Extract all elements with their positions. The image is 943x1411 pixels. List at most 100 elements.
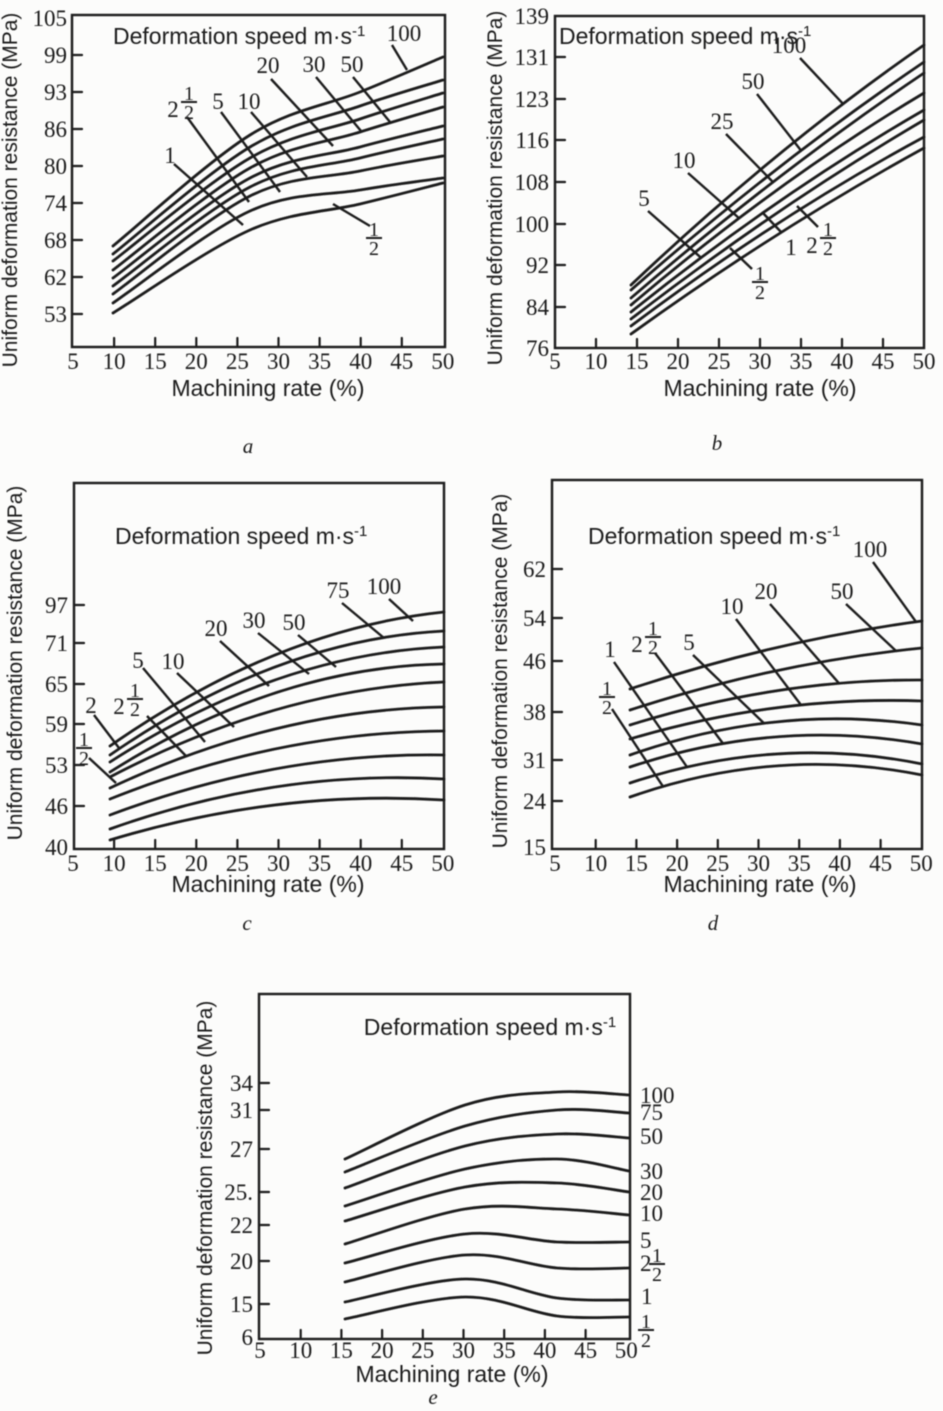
svg-text:2: 2 [167,97,179,122]
svg-text:139: 139 [515,4,550,29]
svg-text:1: 1 [164,143,176,168]
svg-text:35: 35 [308,349,331,374]
svg-text:100: 100 [772,33,807,58]
svg-text:46: 46 [45,794,68,819]
svg-text:10: 10 [584,851,607,876]
svg-text:2: 2 [602,697,612,719]
svg-text:40: 40 [533,1338,556,1363]
svg-text:92: 92 [526,253,549,278]
svg-text:c: c [242,911,252,935]
svg-text:50: 50 [742,69,765,94]
svg-text:50: 50 [831,579,854,604]
svg-text:15: 15 [625,851,648,876]
svg-text:Uniform deformation resistance: Uniform deformation resistance (MPa) [0,13,22,368]
svg-text:71: 71 [45,631,68,656]
svg-text:15: 15 [230,1292,253,1317]
svg-text:53: 53 [45,753,68,778]
svg-text:d: d [708,911,719,935]
svg-text:40: 40 [349,349,372,374]
svg-text:97: 97 [45,593,68,618]
svg-text:40: 40 [831,349,854,374]
svg-text:a: a [243,434,254,458]
svg-text:50: 50 [431,349,454,374]
svg-text:20: 20 [185,349,208,374]
svg-text:45: 45 [390,349,413,374]
svg-text:80: 80 [44,154,67,179]
svg-text:Machining rate (%): Machining rate (%) [355,1361,548,1387]
svg-text:25: 25 [706,851,729,876]
svg-text:62: 62 [44,265,67,290]
svg-text:5: 5 [132,648,144,673]
svg-text:5: 5 [67,851,79,876]
svg-text:30: 30 [747,851,770,876]
svg-text:93: 93 [44,80,67,105]
svg-text:15: 15 [144,851,167,876]
svg-text:50: 50 [640,1124,663,1149]
svg-text:b: b [712,431,723,455]
svg-text:116: 116 [515,128,549,153]
svg-text:25: 25 [226,851,249,876]
svg-text:53: 53 [44,302,67,327]
svg-text:100: 100 [367,574,402,599]
svg-text:20: 20 [371,1338,394,1363]
svg-text:105: 105 [33,6,68,31]
svg-text:Machining rate (%): Machining rate (%) [663,375,856,401]
svg-text:1: 1 [641,1311,651,1333]
svg-text:30: 30 [303,52,326,77]
svg-text:5: 5 [212,89,224,114]
svg-text:30: 30 [452,1338,475,1363]
svg-text:35: 35 [308,851,331,876]
svg-text:10: 10 [289,1338,312,1363]
svg-text:45: 45 [574,1338,597,1363]
svg-text:10: 10 [640,1201,663,1226]
svg-text:20: 20 [185,851,208,876]
svg-text:Deformation speed m·s-1: Deformation speed m·s-1 [588,523,840,549]
svg-text:30: 30 [267,851,290,876]
svg-text:86: 86 [44,117,67,142]
svg-text:2: 2 [113,694,125,719]
svg-text:2: 2 [640,1251,652,1276]
svg-text:35: 35 [493,1338,516,1363]
svg-text:84: 84 [526,295,550,320]
svg-text:1: 1 [604,637,616,662]
svg-text:31: 31 [230,1098,253,1123]
svg-text:Uniform deformation resistance: Uniform deformation resistance (MPa) [489,494,512,849]
svg-text:75: 75 [640,1100,663,1125]
svg-text:10: 10 [673,148,696,173]
svg-text:100: 100 [515,212,550,237]
svg-text:2: 2 [823,238,833,260]
svg-text:1: 1 [602,678,612,700]
svg-text:68: 68 [44,228,67,253]
svg-text:5: 5 [640,1228,652,1253]
svg-text:45: 45 [390,851,413,876]
svg-text:45: 45 [869,851,892,876]
svg-text:2: 2 [641,1330,651,1352]
svg-text:31: 31 [523,748,546,773]
svg-text:5: 5 [67,349,79,374]
svg-text:2: 2 [631,632,643,657]
svg-text:Deformation speed m·s-1: Deformation speed m·s-1 [115,523,367,549]
svg-text:74: 74 [44,191,68,216]
svg-text:1: 1 [785,235,797,260]
svg-text:10: 10 [103,349,126,374]
svg-text:59: 59 [45,712,68,737]
svg-text:Machining rate (%): Machining rate (%) [663,871,856,897]
svg-text:10: 10 [585,349,608,374]
svg-text:15: 15 [626,349,649,374]
svg-text:100: 100 [853,537,888,562]
svg-text:Uniform deformation resistance: Uniform deformation resistance (MPa) [4,486,27,841]
svg-text:35: 35 [790,349,813,374]
svg-text:24: 24 [523,789,547,814]
svg-text:22: 22 [230,1213,253,1238]
svg-text:1: 1 [641,1284,653,1309]
svg-text:Deformation speed m·s-1: Deformation speed m·s-1 [113,23,365,49]
svg-text:40: 40 [349,851,372,876]
svg-text:123: 123 [515,87,550,112]
svg-text:Uniform deformation resistance: Uniform deformation resistance (MPa) [194,1001,217,1356]
svg-text:25: 25 [226,349,249,374]
svg-text:40: 40 [45,835,68,860]
svg-text:1: 1 [79,729,89,751]
svg-text:100: 100 [640,1083,675,1108]
svg-text:10: 10 [721,594,744,619]
svg-text:15: 15 [523,835,546,860]
